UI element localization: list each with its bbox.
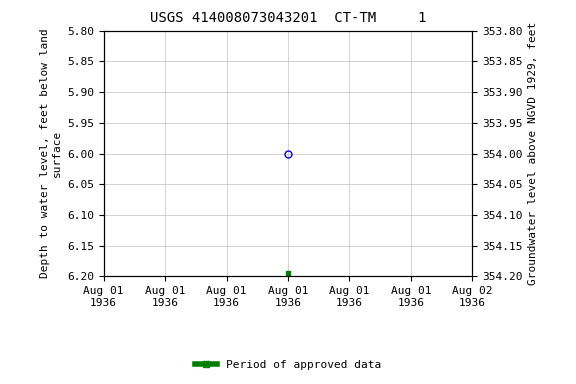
Y-axis label: Groundwater level above NGVD 1929, feet: Groundwater level above NGVD 1929, feet xyxy=(528,22,538,285)
Legend: Period of approved data: Period of approved data xyxy=(191,355,385,374)
Title: USGS 414008073043201  CT-TM     1: USGS 414008073043201 CT-TM 1 xyxy=(150,12,426,25)
Y-axis label: Depth to water level, feet below land
surface: Depth to water level, feet below land su… xyxy=(40,29,62,278)
